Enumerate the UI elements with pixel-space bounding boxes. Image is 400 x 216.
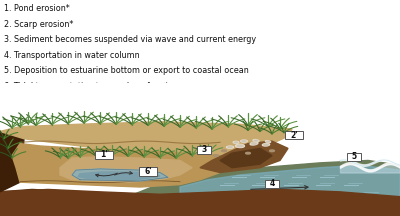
Text: 2. Scarp erosion*: 2. Scarp erosion*	[4, 19, 73, 29]
Text: 1. Pond erosion*: 1. Pond erosion*	[4, 4, 70, 13]
Ellipse shape	[241, 140, 247, 142]
Ellipse shape	[262, 143, 270, 146]
Text: 6': 6'	[144, 167, 152, 176]
Ellipse shape	[246, 152, 250, 154]
Ellipse shape	[242, 140, 246, 142]
Polygon shape	[0, 132, 24, 192]
Ellipse shape	[253, 140, 259, 142]
Ellipse shape	[228, 146, 232, 148]
Ellipse shape	[266, 141, 270, 142]
Ellipse shape	[234, 142, 238, 143]
FancyBboxPatch shape	[95, 151, 113, 159]
FancyBboxPatch shape	[265, 179, 279, 188]
Text: 3. Sediment becomes suspended via wave and current energy: 3. Sediment becomes suspended via wave a…	[4, 35, 256, 44]
Polygon shape	[128, 160, 400, 216]
Ellipse shape	[227, 146, 233, 148]
Ellipse shape	[236, 144, 244, 148]
Text: 4: 4	[269, 179, 275, 188]
Ellipse shape	[270, 150, 274, 152]
Polygon shape	[200, 141, 288, 173]
Ellipse shape	[237, 145, 243, 147]
Polygon shape	[0, 122, 292, 156]
Polygon shape	[72, 169, 168, 181]
Text: 5. Deposition to estuarine bottom or export to coastal ocean: 5. Deposition to estuarine bottom or exp…	[4, 66, 249, 75]
Ellipse shape	[222, 150, 226, 152]
Polygon shape	[0, 189, 140, 216]
Text: 4. Transportation in water column: 4. Transportation in water column	[4, 51, 140, 60]
Text: 2': 2'	[290, 131, 298, 140]
Polygon shape	[0, 189, 400, 216]
Text: 1': 1'	[100, 150, 108, 159]
Ellipse shape	[251, 143, 257, 145]
Ellipse shape	[214, 155, 218, 156]
Polygon shape	[60, 157, 192, 182]
FancyBboxPatch shape	[139, 167, 157, 176]
Ellipse shape	[254, 140, 258, 141]
Ellipse shape	[266, 141, 270, 143]
FancyBboxPatch shape	[285, 131, 303, 140]
Text: 3: 3	[201, 145, 207, 154]
Ellipse shape	[233, 141, 239, 143]
Text: 5: 5	[352, 152, 356, 161]
Polygon shape	[180, 165, 400, 216]
FancyBboxPatch shape	[347, 153, 361, 161]
FancyBboxPatch shape	[197, 146, 211, 154]
Ellipse shape	[250, 142, 258, 145]
Text: 6. Tidal transportation to marsh surface*: 6. Tidal transportation to marsh surface…	[4, 82, 168, 91]
Polygon shape	[12, 144, 240, 187]
Polygon shape	[220, 148, 272, 168]
Polygon shape	[78, 172, 160, 180]
Ellipse shape	[264, 144, 268, 146]
